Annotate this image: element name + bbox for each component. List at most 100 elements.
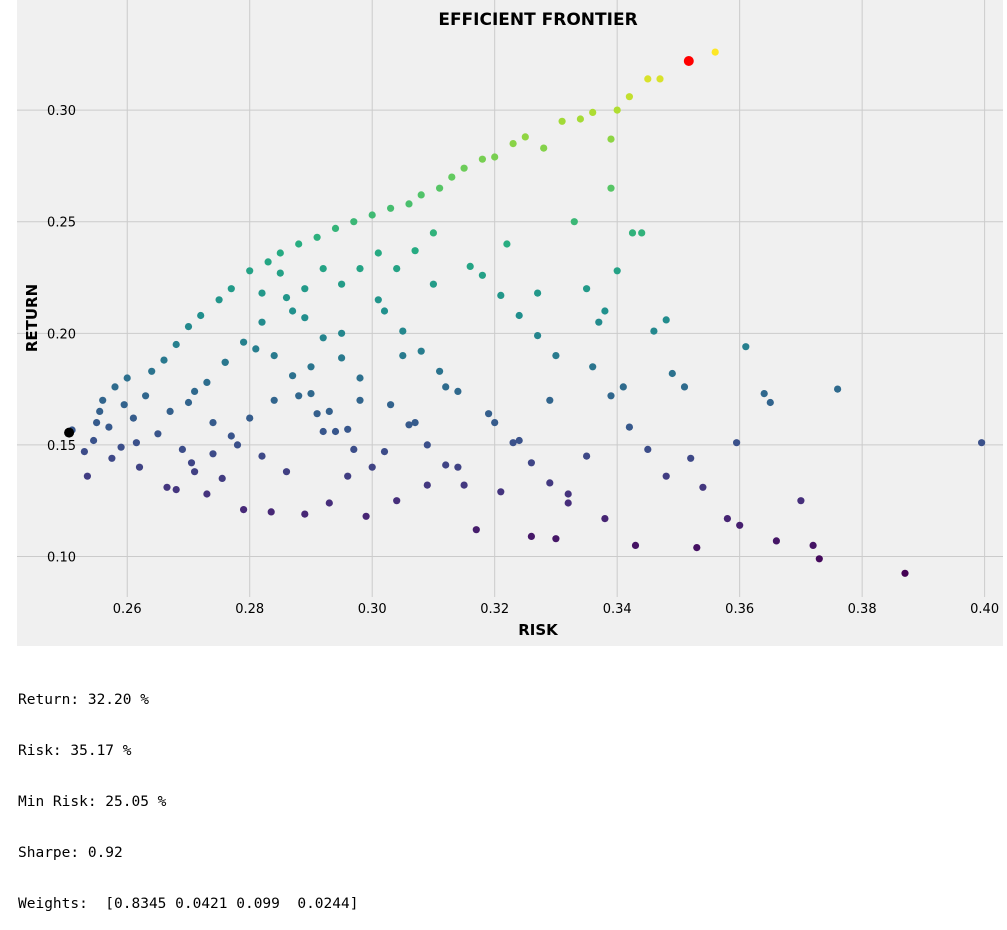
max-sharpe-point <box>683 56 694 66</box>
data-point <box>319 265 327 273</box>
data-point <box>515 311 523 320</box>
data-point <box>295 240 303 248</box>
grid-lines <box>17 0 1003 597</box>
data-point <box>564 499 572 507</box>
data-point <box>276 269 284 277</box>
data-point <box>246 414 254 422</box>
x-tick-label: 0.32 <box>480 602 509 617</box>
data-point <box>650 327 658 335</box>
data-point <box>687 454 695 462</box>
y-axis-label: RETURN <box>23 284 41 352</box>
data-point <box>246 267 254 275</box>
data-point <box>558 117 566 125</box>
portfolio-stats: Return: 32.20 % Risk: 35.17 % Min Risk: … <box>18 658 358 930</box>
weights-stat: Weights: [0.8345 0.0421 0.099 0.0244] <box>18 896 359 912</box>
data-point <box>325 407 333 415</box>
data-point <box>809 541 817 550</box>
data-point <box>142 392 150 400</box>
data-point <box>625 423 634 431</box>
data-point <box>595 318 603 326</box>
data-point <box>405 421 413 429</box>
data-point <box>197 311 205 320</box>
x-tick-labels: 0.26 0.28 0.30 0.32 0.34 0.36 0.38 0.40 <box>113 602 999 617</box>
data-point <box>178 445 186 453</box>
data-point <box>129 414 137 422</box>
data-point <box>509 439 517 447</box>
data-point <box>546 396 554 404</box>
data-point <box>258 452 266 460</box>
data-point <box>90 436 98 445</box>
data-point <box>282 294 291 302</box>
data-point <box>607 135 615 143</box>
data-point <box>301 285 309 293</box>
data-point <box>534 289 542 297</box>
data-point <box>423 441 431 449</box>
data-point <box>331 427 340 436</box>
data-point <box>534 332 542 340</box>
data-point <box>448 173 456 181</box>
data-point <box>203 490 211 498</box>
data-point <box>99 396 107 404</box>
min-risk-stat: Min Risk: 25.05 % <box>18 794 167 810</box>
data-point <box>362 512 370 520</box>
data-point <box>344 425 352 433</box>
y-tick-label: 0.20 <box>47 327 76 342</box>
data-point <box>184 323 193 331</box>
data-point <box>680 383 689 391</box>
data-point <box>356 374 364 382</box>
data-point <box>267 508 275 516</box>
data-point <box>276 249 284 257</box>
data-point <box>644 75 652 83</box>
data-point <box>399 327 407 335</box>
data-point <box>387 401 395 409</box>
sharpe-stat: Sharpe: 0.92 <box>18 845 123 861</box>
chart-title: EFFICIENT FRONTIER <box>438 10 637 30</box>
data-point <box>240 338 248 346</box>
data-point <box>711 48 719 56</box>
data-point <box>111 383 119 391</box>
data-point <box>374 296 382 304</box>
data-point <box>815 555 823 563</box>
data-point <box>583 285 591 293</box>
data-point <box>668 369 676 378</box>
data-point <box>252 345 260 353</box>
data-point <box>607 184 615 192</box>
data-point <box>607 392 615 400</box>
y-tick-label: 0.10 <box>47 551 76 566</box>
data-point <box>405 200 413 208</box>
data-point <box>350 445 358 453</box>
data-point <box>380 307 389 315</box>
data-point <box>117 443 125 451</box>
x-tick-label: 0.34 <box>603 602 632 617</box>
data-point <box>478 155 486 163</box>
data-point <box>240 506 248 514</box>
data-point <box>583 452 591 460</box>
data-point <box>429 280 437 288</box>
data-point <box>209 450 217 458</box>
data-point <box>258 318 266 326</box>
min-risk-point <box>64 427 75 438</box>
chart-background <box>17 0 1003 646</box>
data-point <box>429 229 437 237</box>
data-point <box>120 401 128 409</box>
data-point <box>411 419 419 427</box>
data-point <box>521 133 529 141</box>
data-point <box>184 398 193 407</box>
data-point <box>576 115 585 123</box>
data-point <box>227 432 235 440</box>
data-point <box>356 265 364 273</box>
y-tick-label: 0.30 <box>47 104 76 119</box>
scatter-plot: 0.26 0.28 0.30 0.32 0.34 0.36 0.38 0.40 0.100.1… <box>17 0 1003 646</box>
data-point <box>411 247 419 255</box>
x-tick-label: 0.40 <box>970 602 999 617</box>
data-point <box>227 285 235 293</box>
data-point <box>546 479 554 487</box>
data-point <box>454 463 462 471</box>
data-point <box>93 419 101 427</box>
data-point <box>344 472 352 480</box>
x-tick-label: 0.38 <box>848 602 877 617</box>
x-tick-label: 0.30 <box>358 602 387 617</box>
data-point <box>132 439 140 447</box>
data-point <box>834 385 842 393</box>
data-point <box>258 289 266 297</box>
